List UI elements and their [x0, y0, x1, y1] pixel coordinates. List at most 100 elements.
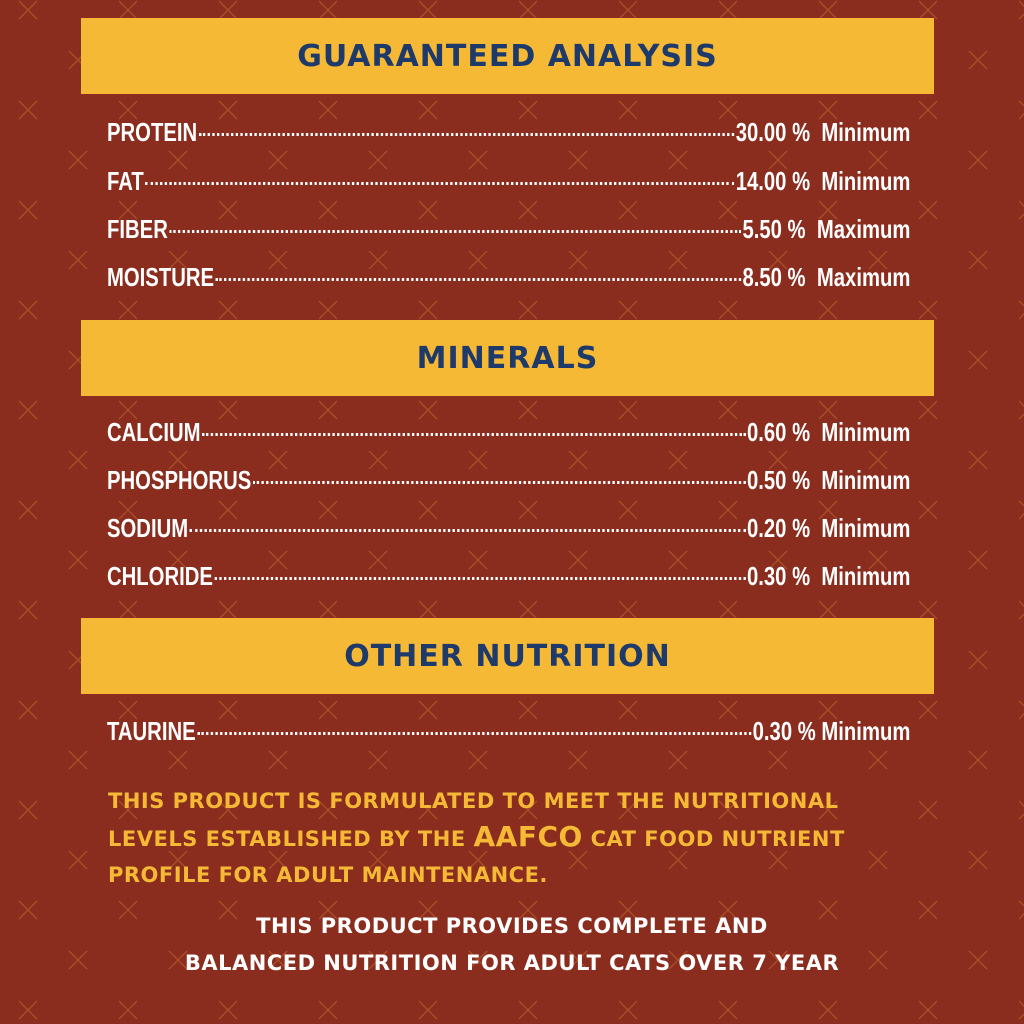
x-mark — [218, 400, 238, 420]
x-mark — [968, 950, 988, 970]
x-mark — [818, 1000, 838, 1020]
nutrient-value: 30.00 % Minimum — [735, 117, 911, 147]
x-mark — [518, 900, 538, 920]
x-mark — [168, 150, 188, 170]
x-mark — [118, 700, 138, 720]
nutrient-value: 0.30 % Minimum — [746, 561, 911, 591]
x-mark — [468, 250, 488, 270]
x-mark — [768, 450, 788, 470]
x-mark — [118, 1000, 138, 1020]
x-mark — [968, 250, 988, 270]
x-mark — [268, 750, 288, 770]
x-mark — [618, 200, 638, 220]
x-mark — [718, 200, 738, 220]
x-mark — [718, 0, 738, 20]
x-mark — [918, 400, 938, 420]
x-mark — [1018, 500, 1024, 520]
x-mark — [418, 0, 438, 20]
x-mark — [1018, 100, 1024, 120]
x-mark — [868, 150, 888, 170]
x-mark — [168, 250, 188, 270]
dot-leader — [202, 433, 746, 436]
x-mark — [268, 950, 288, 970]
x-mark — [918, 100, 938, 120]
x-mark — [618, 800, 638, 820]
nutrient-label: CALCIUM — [107, 417, 201, 447]
dot-leader — [215, 278, 741, 281]
section-title: GUARANTEED ANALYSIS — [297, 38, 718, 74]
x-mark — [868, 950, 888, 970]
x-mark — [668, 550, 688, 570]
x-mark — [518, 200, 538, 220]
banner-other-nutrition: OTHER NUTRITION — [81, 618, 934, 694]
x-mark — [68, 850, 88, 870]
x-mark — [168, 450, 188, 470]
x-mark — [518, 800, 538, 820]
x-mark — [118, 100, 138, 120]
x-mark — [1018, 600, 1024, 620]
x-mark — [118, 600, 138, 620]
x-mark — [868, 750, 888, 770]
nutrient-label: FAT — [107, 166, 144, 196]
nutrient-row-fiber: FIBER 5.50 % Maximum — [107, 214, 910, 244]
x-mark — [1018, 800, 1024, 820]
x-mark — [918, 800, 938, 820]
nutrient-label: FIBER — [107, 214, 168, 244]
x-mark — [268, 450, 288, 470]
x-mark — [818, 300, 838, 320]
x-mark — [268, 150, 288, 170]
x-mark — [118, 500, 138, 520]
x-mark — [718, 700, 738, 720]
x-mark — [518, 0, 538, 20]
x-mark — [268, 850, 288, 870]
x-mark — [968, 650, 988, 670]
nutrient-label: PHOSPHORUS — [107, 465, 252, 495]
x-mark — [118, 800, 138, 820]
x-mark — [618, 500, 638, 520]
x-mark — [618, 600, 638, 620]
x-mark — [18, 800, 38, 820]
x-mark — [318, 800, 338, 820]
dot-leader — [198, 133, 735, 136]
nutrient-value: 0.60 % Minimum — [746, 417, 911, 447]
section-title: OTHER NUTRITION — [344, 638, 671, 674]
x-mark — [68, 150, 88, 170]
x-mark — [968, 850, 988, 870]
x-mark — [968, 750, 988, 770]
x-mark — [1018, 300, 1024, 320]
x-mark — [468, 750, 488, 770]
x-mark — [318, 700, 338, 720]
x-mark — [218, 700, 238, 720]
x-mark — [318, 200, 338, 220]
x-mark — [718, 900, 738, 920]
x-mark — [368, 250, 388, 270]
x-mark — [1018, 1000, 1024, 1020]
x-mark — [118, 200, 138, 220]
x-mark — [18, 100, 38, 120]
x-mark — [618, 100, 638, 120]
x-mark — [18, 900, 38, 920]
x-mark — [668, 850, 688, 870]
x-mark — [818, 900, 838, 920]
x-mark — [18, 0, 38, 20]
x-mark — [818, 100, 838, 120]
x-mark — [718, 1000, 738, 1020]
x-mark — [668, 750, 688, 770]
x-mark — [818, 200, 838, 220]
x-mark — [718, 800, 738, 820]
x-mark — [768, 950, 788, 970]
x-mark — [818, 800, 838, 820]
x-mark — [668, 250, 688, 270]
nutrient-label: MOISTURE — [107, 262, 215, 292]
x-mark — [418, 100, 438, 120]
x-mark — [418, 200, 438, 220]
x-mark — [318, 300, 338, 320]
dot-leader — [189, 529, 746, 532]
nutrient-value: 14.00 % Minimum — [735, 166, 911, 196]
x-mark — [168, 750, 188, 770]
x-mark — [318, 0, 338, 20]
nutrient-label: PROTEIN — [107, 117, 198, 147]
x-mark — [318, 600, 338, 620]
x-mark — [418, 400, 438, 420]
x-mark — [218, 200, 238, 220]
